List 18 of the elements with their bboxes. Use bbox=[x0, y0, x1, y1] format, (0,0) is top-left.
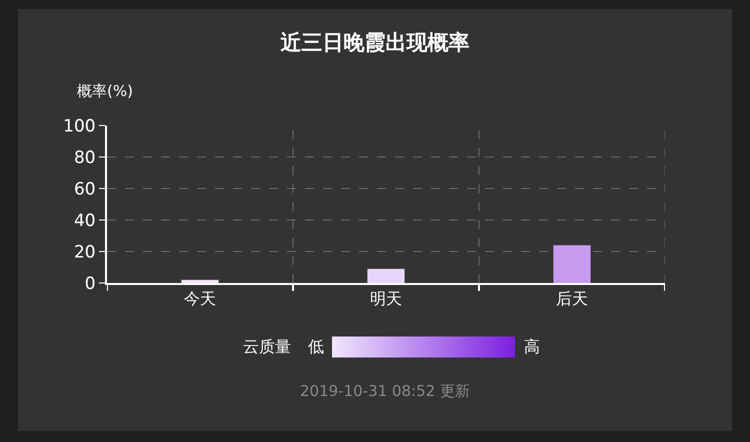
y-tick-label: 80 bbox=[74, 148, 96, 168]
text: 云质量 bbox=[243, 337, 291, 356]
bar bbox=[367, 268, 405, 284]
x-tick-label: 后天 bbox=[556, 289, 588, 308]
x-tick-label: 明天 bbox=[370, 289, 402, 308]
y-tick-label: 0 bbox=[84, 274, 96, 294]
y-tick-label: 40 bbox=[74, 210, 96, 231]
y-tick-label: 20 bbox=[74, 242, 96, 262]
text: 高 bbox=[524, 337, 540, 356]
chart-title: 近三日晚霞出现概率 bbox=[280, 30, 470, 54]
x-tick-label: 今天 bbox=[184, 289, 216, 308]
bar bbox=[181, 280, 219, 284]
text: 2019-10-31 08:52 更新 bbox=[300, 382, 470, 400]
bar bbox=[553, 245, 591, 284]
text: 低 bbox=[308, 337, 324, 356]
y-tick-label: 100 bbox=[63, 116, 96, 136]
y-axis-title: 概率(%) bbox=[77, 82, 133, 100]
y-tick-label: 60 bbox=[74, 179, 96, 200]
